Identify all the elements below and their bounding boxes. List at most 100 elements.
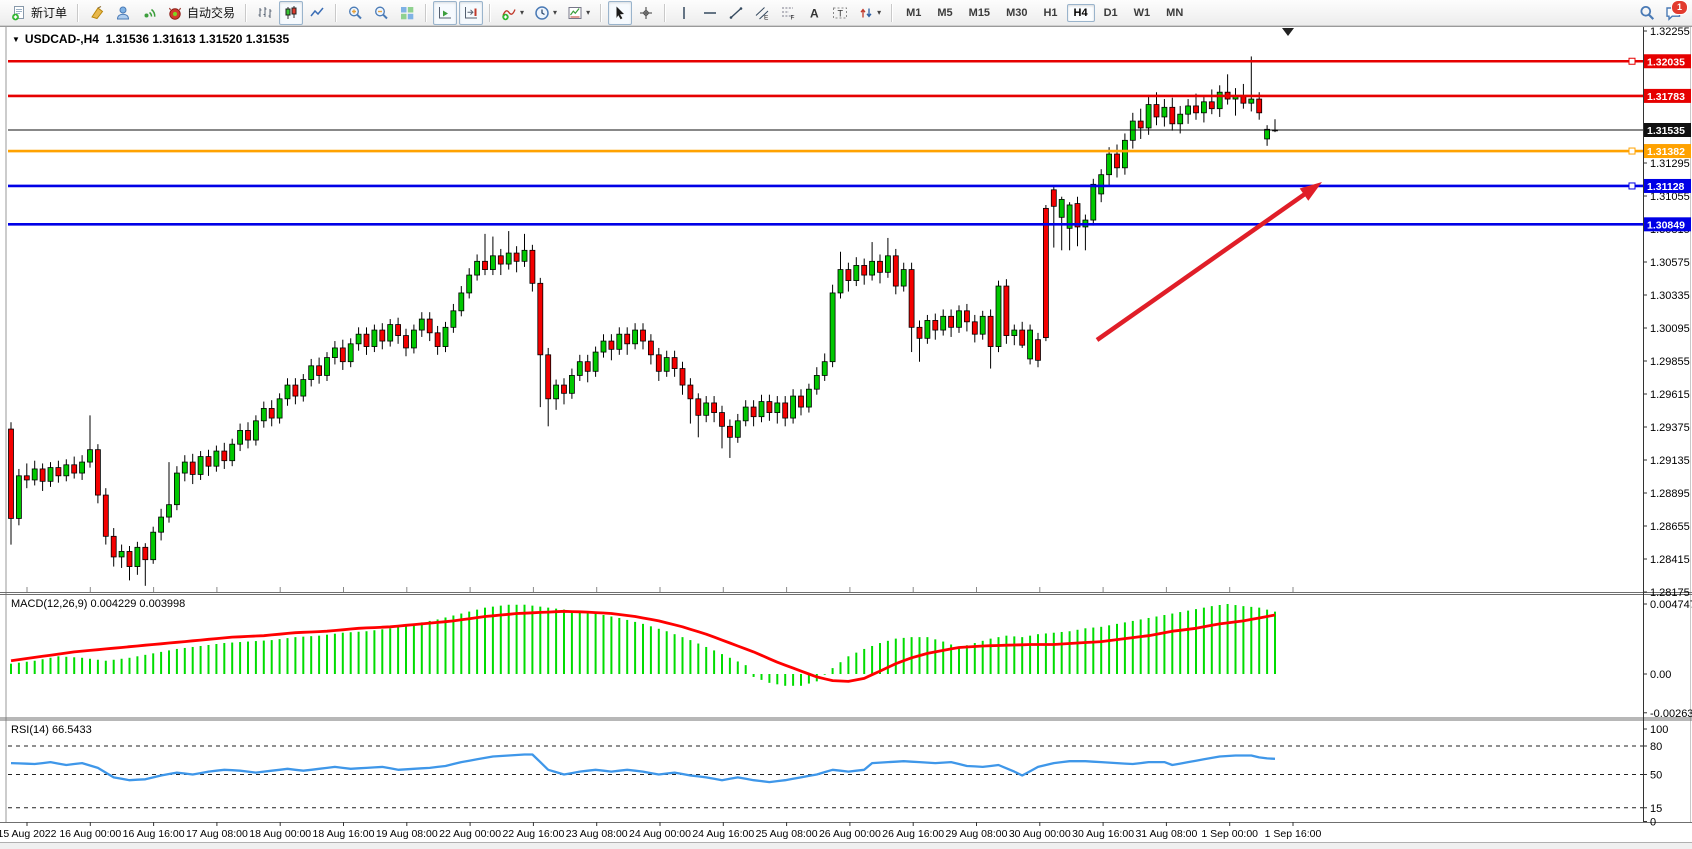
text-button[interactable]: A [802, 1, 826, 25]
candlestick-button[interactable] [279, 0, 304, 25]
bear-candle [561, 384, 567, 394]
bear-candle [1153, 104, 1160, 118]
profile-button[interactable] [111, 1, 135, 25]
bull-candle [31, 468, 38, 481]
bear-candle [426, 318, 433, 334]
chevron-down-icon[interactable]: ▾ [586, 8, 591, 17]
trend-arrow[interactable] [1095, 182, 1322, 342]
arrows-button[interactable]: ▾ [854, 1, 885, 25]
bull-candle [576, 361, 583, 376]
price-tick-label: 1.29375 [1650, 422, 1690, 434]
bar-chart-button[interactable] [253, 1, 277, 25]
chevron-down-icon[interactable]: ▾ [553, 8, 558, 17]
trendline-icon [729, 6, 743, 19]
crosshair-icon [640, 6, 653, 19]
chart-shift-button[interactable] [459, 0, 484, 25]
cursor-button[interactable] [608, 0, 633, 25]
auto-scroll-button[interactable] [433, 0, 458, 25]
news-button[interactable] [137, 1, 161, 25]
horizontal-line-button[interactable] [698, 1, 722, 25]
tile-windows-button[interactable] [395, 1, 419, 25]
bull-candle [663, 357, 670, 372]
bear-candle [95, 449, 101, 496]
search-button[interactable] [1635, 1, 1659, 25]
timeframe-m30-button[interactable]: M30 [1006, 6, 1028, 19]
bear-candle [845, 269, 852, 281]
chart-collapse-icon[interactable]: ▼ [12, 35, 20, 44]
bull-candle [869, 260, 875, 276]
indicators-button[interactable]: ▾ [497, 1, 528, 25]
bull-candle [442, 326, 449, 347]
new-order-button[interactable]: 新订单 [7, 1, 71, 25]
bear-candle [892, 255, 899, 287]
bull-candle [1090, 183, 1097, 221]
bull-candle [474, 260, 481, 276]
bear-candle [221, 450, 228, 462]
time-tick-label: 31 Aug 08:00 [1135, 828, 1197, 840]
vline-icon [683, 6, 685, 19]
bear-candle [142, 546, 149, 561]
timeframe-h1-button[interactable]: H1 [1043, 6, 1058, 19]
bear-candle [624, 333, 631, 345]
rsi-tick-label: 80 [1650, 741, 1662, 753]
bull-candle [466, 274, 473, 294]
line-chart-button[interactable] [305, 1, 329, 25]
bear-candle [434, 332, 441, 347]
timeframe-mn-button[interactable]: MN [1166, 6, 1184, 19]
line-handle[interactable] [1628, 147, 1636, 155]
chat-button[interactable]: 1 [1661, 0, 1688, 25]
price-badge-label: 1.31535 [1647, 125, 1685, 137]
toolbar-separator [77, 3, 80, 22]
bull-candle [821, 361, 828, 376]
crosshair-button[interactable] [634, 1, 658, 25]
trendline-button[interactable] [724, 1, 748, 25]
time-tick-label: 18 Aug 00:00 [249, 828, 311, 840]
macd-indicator-label: MACD(12,26,9) 0.004229 0.003998 [11, 598, 186, 610]
bull-candle [940, 315, 947, 331]
svg-text:T: T [838, 8, 844, 18]
bull-candle [489, 255, 496, 270]
bear-candle [71, 464, 78, 474]
chevron-down-icon[interactable]: ▾ [520, 8, 525, 17]
periods-button[interactable]: ▾ [530, 1, 561, 25]
window-frame [0, 26, 1692, 843]
zoom-out-button[interactable] [369, 1, 393, 25]
price-tick-label: 1.30095 [1650, 323, 1690, 335]
rsi-line [10, 753, 1276, 784]
time-axis[interactable]: 15 Aug 2022 16 Aug 00:00 16 Aug 16:00 17 Au… [0, 587, 1321, 840]
autotrade-button[interactable]: 自动交易 [163, 1, 239, 25]
bull-candle [979, 315, 986, 335]
bear-candle [877, 260, 883, 273]
bear-candle [513, 252, 520, 262]
channel-button[interactable]: E [750, 1, 774, 25]
timeframe-h4-button[interactable]: H4 [1066, 3, 1095, 22]
line-handle[interactable] [1628, 57, 1636, 65]
time-tick-label: 24 Aug 16:00 [692, 828, 754, 840]
ind-plus-icon [502, 8, 516, 20]
text-label-button[interactable]: T [828, 1, 852, 25]
bull-candle [387, 324, 394, 342]
chevron-down-icon[interactable]: ▾ [877, 8, 882, 17]
bear-candle [529, 249, 536, 284]
templates-button[interactable]: ▾ [563, 1, 594, 25]
bull-candle [308, 365, 315, 380]
timeframe-m5-button[interactable]: M5 [937, 6, 953, 19]
chart-shift-marker[interactable] [1282, 28, 1294, 36]
toolbar-separator [600, 3, 603, 22]
timeframe-w1-button[interactable]: W1 [1133, 6, 1151, 19]
bear-candle [482, 260, 488, 270]
bear-candle [711, 402, 717, 413]
time-tick-label: 17 Aug 08:00 [186, 828, 248, 840]
bear-candle [719, 412, 725, 427]
depth-button[interactable] [85, 1, 109, 25]
bull-candle [521, 249, 528, 262]
timeframe-m1-button[interactable]: M1 [906, 6, 922, 19]
line-handle[interactable] [1628, 182, 1636, 190]
timeframe-m15-button[interactable]: M15 [968, 6, 991, 19]
fibonacci-button[interactable]: F [776, 1, 800, 25]
timeframe-d1-button[interactable]: D1 [1103, 6, 1118, 19]
zoom-in-button[interactable] [343, 1, 367, 25]
bull-candle [1027, 329, 1033, 360]
time-tick-label: 15 Aug 2022 [0, 828, 57, 840]
vertical-line-button[interactable] [672, 1, 696, 25]
